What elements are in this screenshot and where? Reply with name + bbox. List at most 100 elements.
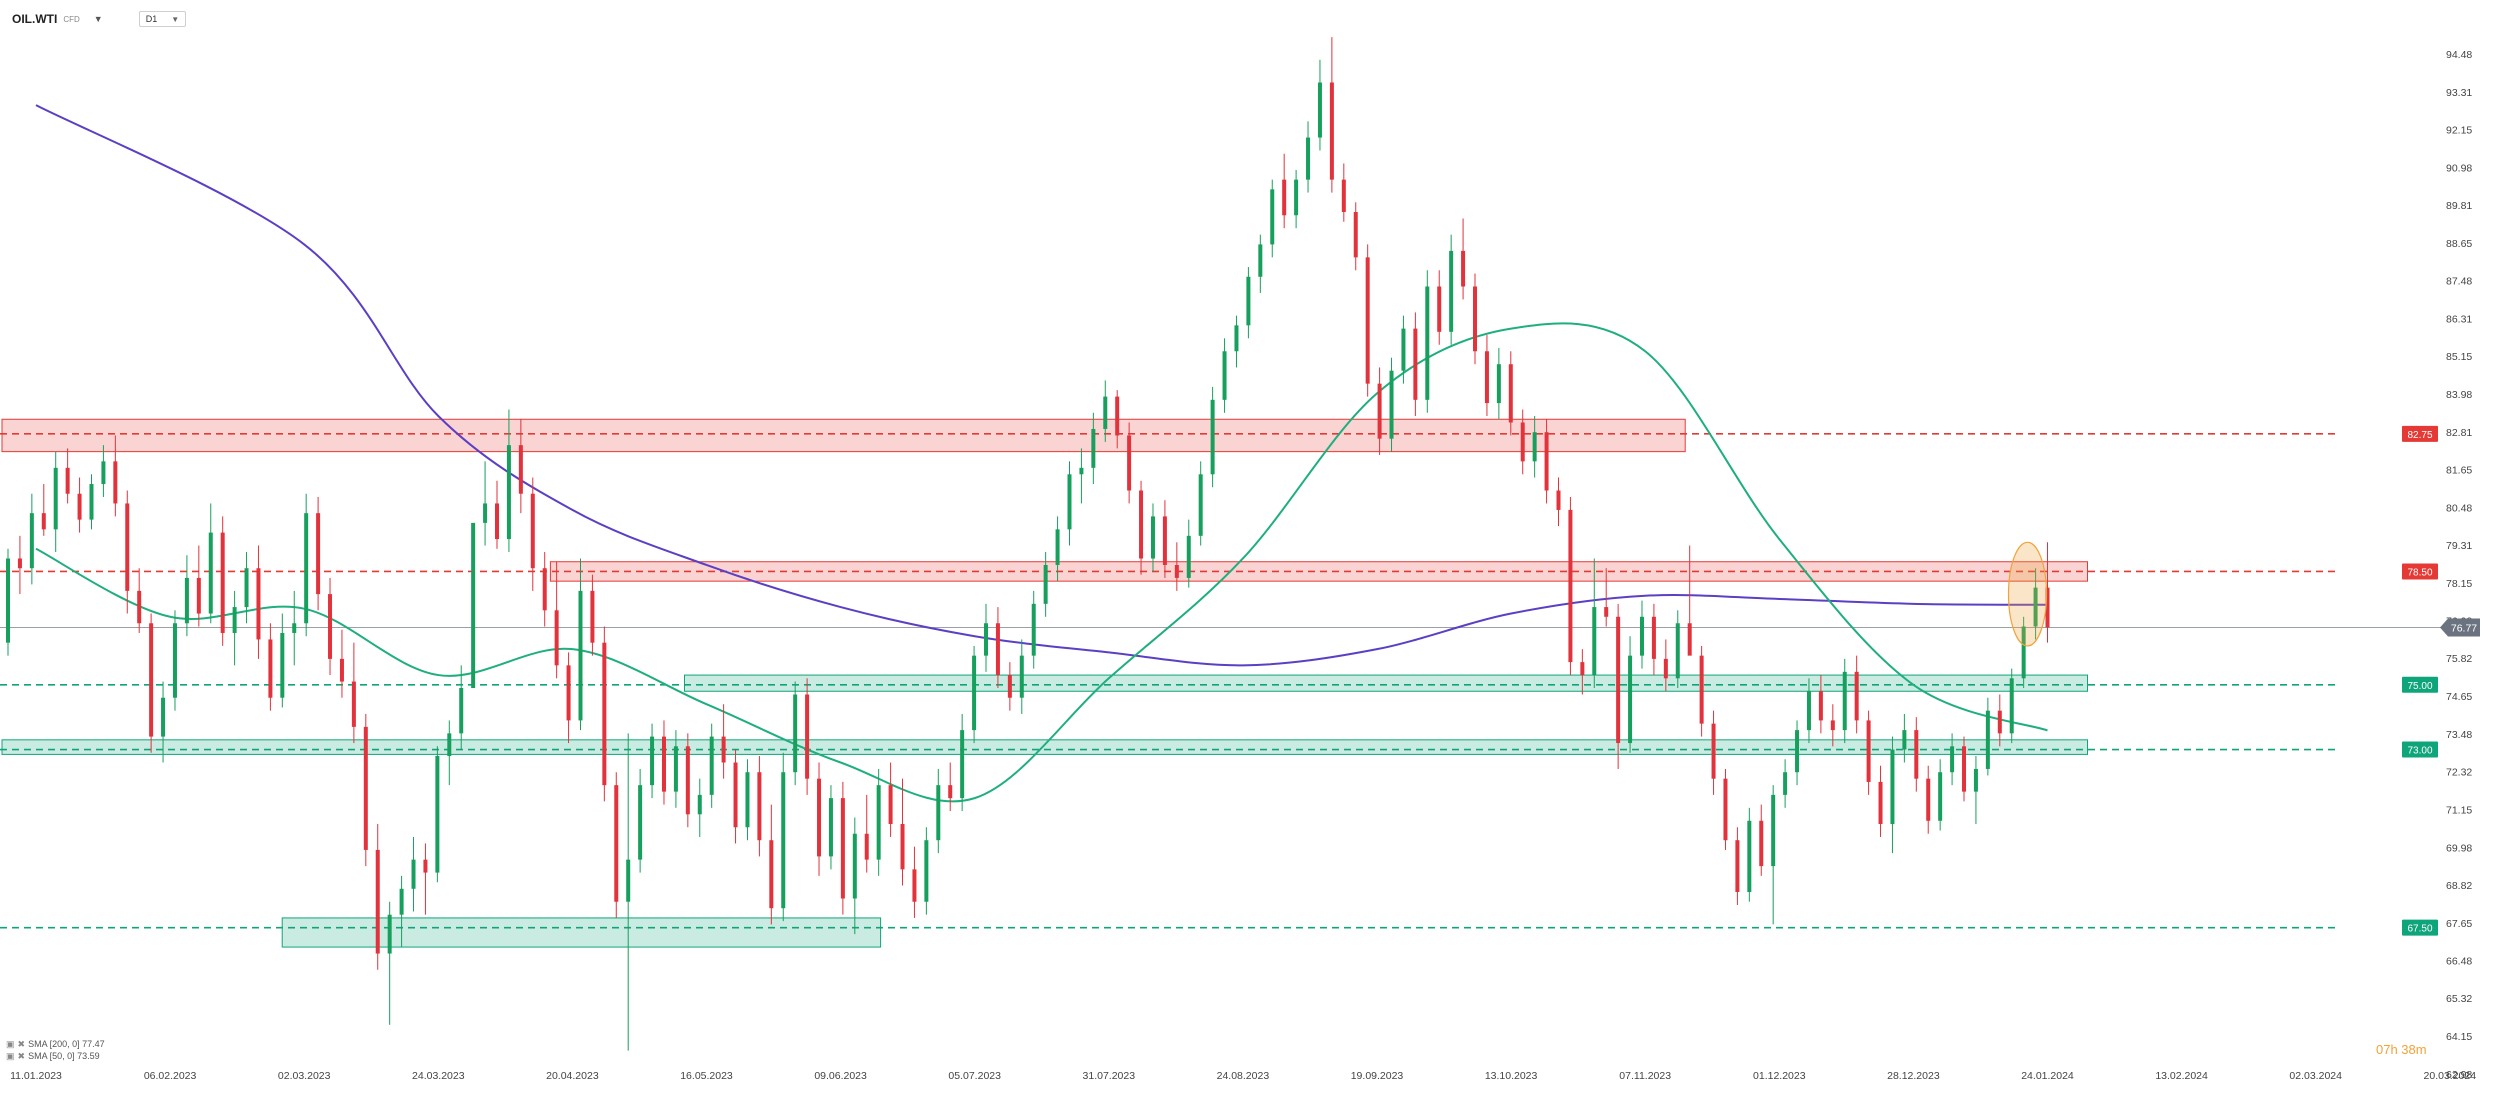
eye-icon[interactable]: ▣ (6, 1039, 15, 1049)
y-tick-label: 81.65 (2446, 464, 2472, 476)
x-tick-label: 19.09.2023 (1351, 1070, 1404, 1082)
candle-body (1604, 607, 1609, 617)
y-tick-label: 94.48 (2446, 49, 2472, 61)
candle-body (208, 532, 213, 614)
candle-body (1544, 432, 1549, 491)
x-tick-label: 02.03.2024 (2289, 1070, 2342, 1082)
current-price-badge (2440, 618, 2480, 637)
candle-body (614, 785, 619, 902)
candle-body (1496, 364, 1501, 404)
candle-body (2033, 587, 2038, 627)
x-tick-label: 09.06.2023 (814, 1070, 867, 1082)
candle-body (1162, 516, 1167, 565)
candle-body (149, 623, 154, 737)
candle-body (888, 785, 893, 825)
symbol-label[interactable]: OIL.WTI (12, 12, 58, 26)
candle-body (948, 785, 953, 799)
candle-body (292, 623, 297, 633)
candle-body (387, 914, 392, 954)
symbol-dropdown-icon[interactable]: ▼ (93, 14, 103, 24)
level-label: 82.75 (2407, 430, 2432, 441)
candle-body (1353, 212, 1358, 258)
candle-body (1484, 351, 1489, 404)
x-tick-label: 05.07.2023 (948, 1070, 1001, 1082)
candle-body (673, 746, 678, 792)
candle-body (1007, 675, 1012, 698)
candle-body (268, 639, 273, 698)
level-badge (2402, 563, 2438, 580)
close-icon[interactable]: ✖ (17, 1051, 26, 1061)
candle-body (1079, 467, 1084, 475)
candle-body (495, 503, 500, 540)
y-tick-label: 89.81 (2446, 200, 2472, 212)
y-tick-label: 78.15 (2446, 578, 2472, 590)
candle-body (530, 493, 535, 569)
candle-body (1651, 616, 1656, 659)
candle-body (1962, 746, 1967, 792)
y-tick-label: 79.31 (2446, 540, 2472, 552)
candle-body (184, 577, 189, 624)
sma-layer (35, 104, 2048, 803)
sma200-line (35, 104, 2048, 667)
candle-body (1294, 179, 1299, 216)
candle-body (1139, 490, 1144, 559)
candle-body (1520, 422, 1525, 462)
candle-body (1795, 730, 1800, 773)
candle-body (232, 607, 237, 633)
candle-body (1055, 529, 1060, 565)
candle-body (757, 772, 762, 841)
close-icon[interactable]: ✖ (17, 1039, 26, 1049)
candle-body (1842, 671, 1847, 731)
candle-body (1258, 244, 1263, 277)
candle-body (518, 445, 523, 494)
candle-body (1103, 396, 1108, 429)
level-badge (2402, 676, 2438, 693)
symbol-type-label: CFD (63, 14, 80, 24)
y-tick-label: 73.48 (2446, 729, 2472, 741)
candle-body (77, 493, 82, 520)
candle-body (1890, 749, 1895, 825)
candle-body (1699, 655, 1704, 724)
x-tick-label: 24.01.2024 (2021, 1070, 2074, 1082)
x-tick-label: 24.08.2023 (1217, 1070, 1270, 1082)
candle-body (1675, 623, 1680, 679)
x-tick-label: 02.03.2023 (278, 1070, 331, 1082)
candle-body (363, 726, 368, 850)
y-tick-label: 75.82 (2446, 653, 2472, 665)
candle-body (1938, 772, 1943, 821)
legend-sma200-text: SMA [200, 0] 77.47 (28, 1039, 105, 1049)
level-badge (2402, 741, 2438, 758)
candle-body (1127, 435, 1132, 491)
x-tick-label: 06.02.2023 (144, 1070, 197, 1082)
candle-body (566, 665, 571, 721)
legend-sma200[interactable]: ▣ ✖ SMA [200, 0] 77.47 (6, 1038, 105, 1050)
candle-body (697, 794, 702, 815)
support-zone (684, 674, 2088, 692)
y-tick-label: 83.98 (2446, 389, 2472, 401)
candle-body (1282, 179, 1287, 216)
candle-body (1115, 396, 1120, 436)
level-label: 78.50 (2407, 567, 2432, 578)
candle-body (1592, 607, 1597, 676)
candle-body (1186, 535, 1191, 578)
candle-body (1735, 840, 1740, 893)
timeframe-select[interactable]: D1 ▼ (138, 11, 187, 27)
candle-body (2045, 587, 2050, 628)
candle-body (17, 558, 22, 569)
x-tick-label: 01.12.2023 (1753, 1070, 1806, 1082)
candle-body (1019, 655, 1024, 698)
eye-icon[interactable]: ▣ (6, 1051, 15, 1061)
candle-body (316, 513, 321, 595)
candle-body (1687, 623, 1692, 656)
candle-body (1043, 564, 1048, 604)
candle-body (793, 694, 798, 773)
candle-body (280, 632, 285, 698)
candle-body (661, 736, 666, 792)
legend-sma50[interactable]: ▣ ✖ SMA [50, 0] 73.59 (6, 1050, 105, 1062)
indicator-legend: ▣ ✖ SMA [200, 0] 77.47 ▣ ✖ SMA [50, 0] 7… (6, 1038, 105, 1062)
support-zone (281, 917, 882, 948)
candle-body (1973, 768, 1978, 792)
candle-body (578, 590, 583, 721)
candle-body (1306, 137, 1311, 180)
